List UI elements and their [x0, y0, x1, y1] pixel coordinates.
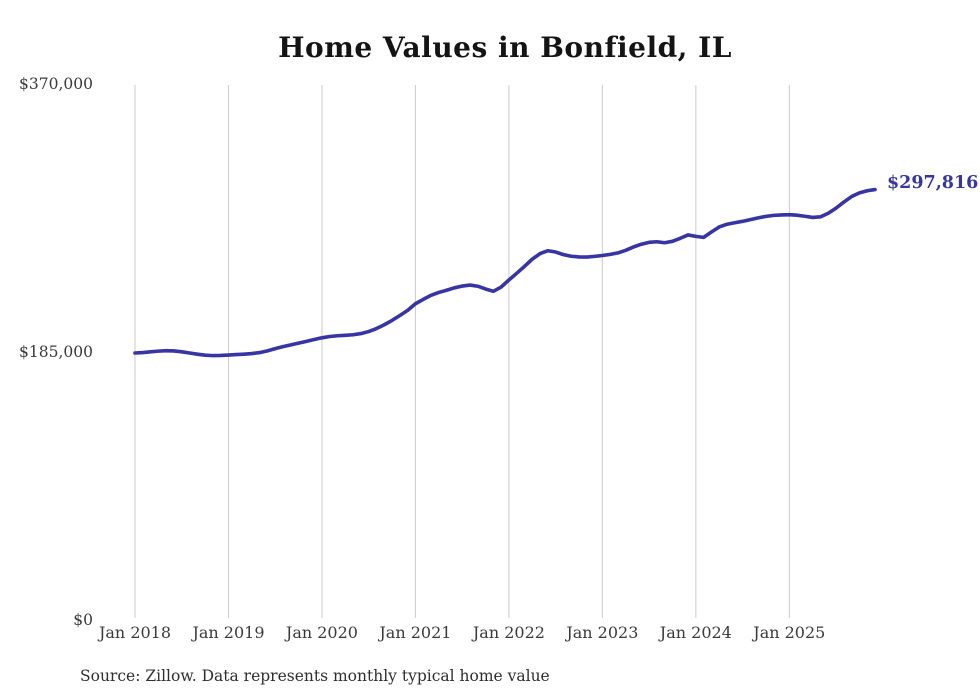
y-tick-label: $370,000 — [19, 75, 93, 93]
y-tick-label: $185,000 — [19, 343, 93, 361]
x-tick-label: Jan 2025 — [753, 623, 826, 642]
x-tick-label: Jan 2022 — [472, 623, 545, 642]
home-value-line — [133, 187, 877, 358]
y-tick-label: $0 — [73, 611, 93, 629]
latest-value-label: $297,816 — [887, 173, 979, 193]
chart-title: Home Values in Bonfield, IL — [278, 31, 732, 64]
x-tick-label: Jan 2021 — [379, 623, 452, 642]
x-tick-label: Jan 2023 — [566, 623, 639, 642]
vertical-gridlines — [134, 85, 790, 618]
x-tick-label: Jan 2024 — [659, 623, 732, 642]
source-note: Source: Zillow. Data represents monthly … — [80, 667, 550, 685]
x-tick-label: Jan 2019 — [192, 623, 265, 642]
x-tick-label: Jan 2020 — [285, 623, 358, 642]
x-tick-label: Jan 2018 — [98, 623, 172, 642]
